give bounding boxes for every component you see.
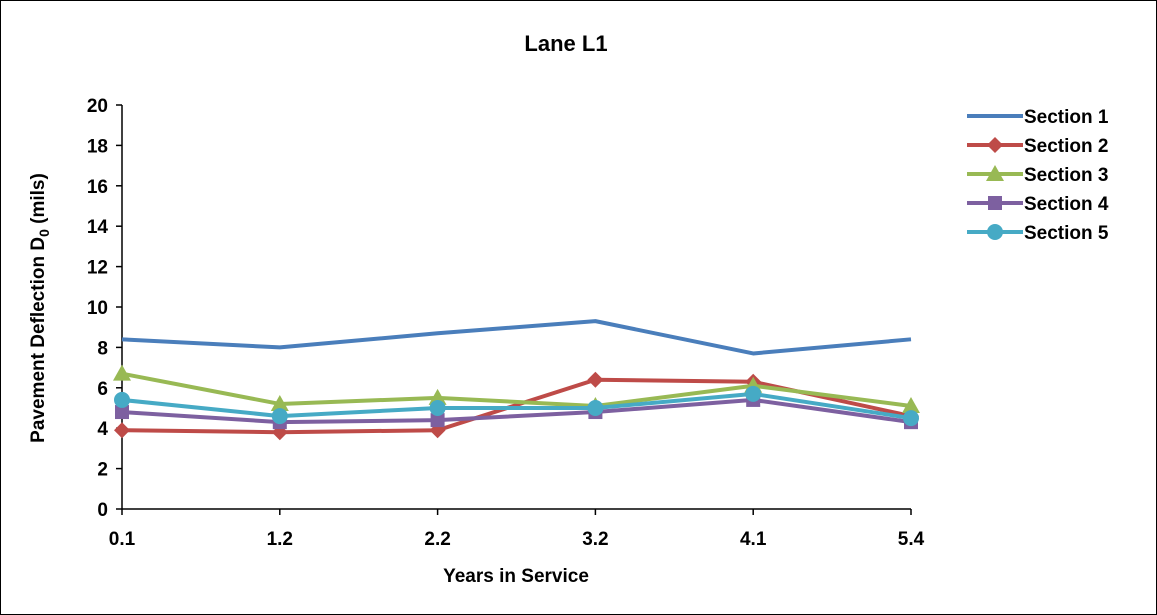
legend-item: Section 3 bbox=[967, 165, 1108, 186]
data-point bbox=[428, 388, 447, 405]
series-1 bbox=[121, 319, 912, 356]
x-tick-label: 2.2 bbox=[424, 529, 450, 550]
y-tick-label: 4 bbox=[97, 419, 108, 440]
x-axis-label: Years in Service bbox=[443, 566, 589, 587]
data-point bbox=[587, 400, 604, 416]
y-tick-label: 6 bbox=[97, 379, 108, 400]
series-layer bbox=[113, 319, 920, 441]
y-tick-label: 14 bbox=[87, 217, 109, 238]
legend-label: Section 3 bbox=[1024, 165, 1108, 186]
data-point bbox=[114, 391, 130, 408]
series-line bbox=[121, 319, 912, 356]
legend-swatch-marker bbox=[987, 224, 1003, 240]
x-tick-label: 5.4 bbox=[898, 529, 925, 550]
x-tick-label: 3.2 bbox=[582, 529, 608, 550]
data-point bbox=[430, 413, 445, 428]
data-point bbox=[902, 396, 920, 413]
y-tick-label: 18 bbox=[87, 136, 108, 157]
x-tick-label: 4.1 bbox=[740, 529, 767, 550]
legend-label: Section 5 bbox=[1024, 223, 1109, 244]
legend-item: Section 2 bbox=[967, 136, 1108, 157]
legend-label: Section 4 bbox=[1024, 194, 1109, 215]
y-tick-label: 20 bbox=[87, 96, 108, 117]
series-5 bbox=[114, 385, 919, 427]
data-point bbox=[270, 394, 289, 411]
y-axis-label-unit: (mils) bbox=[28, 173, 49, 229]
y-tick-label: 0 bbox=[97, 500, 108, 521]
data-point bbox=[113, 364, 131, 381]
data-point bbox=[745, 385, 762, 402]
data-point bbox=[271, 408, 288, 425]
legend-item: Section 5 bbox=[967, 223, 1109, 244]
y-tick-label: 2 bbox=[97, 460, 108, 481]
legend-label: Section 2 bbox=[1024, 136, 1108, 157]
series-line bbox=[121, 371, 912, 408]
y-tick-label: 10 bbox=[87, 298, 108, 319]
axes: 0 2 4 6 8 10 12 14 16 18 20 0.1 1.2 2.2 3.2 4.1 5.4 bbox=[87, 96, 925, 550]
legend-swatch-marker bbox=[987, 137, 1003, 153]
legend-label: Section 1 bbox=[1024, 107, 1109, 128]
legend-swatch-marker bbox=[988, 196, 1002, 210]
y-axis-label-main: Pavement Deflection D bbox=[28, 237, 49, 443]
data-point bbox=[115, 405, 129, 420]
chart-title: Lane L1 bbox=[524, 31, 607, 56]
x-tick-label: 1.2 bbox=[267, 529, 293, 550]
legend-item: Section 4 bbox=[967, 194, 1109, 215]
legend: Section 1 Section 2 Section 3 Section 4 Sect… bbox=[967, 107, 1109, 244]
data-point bbox=[114, 422, 130, 439]
legend-item: Section 1 bbox=[967, 107, 1109, 128]
series-line bbox=[121, 391, 912, 421]
series-line bbox=[121, 397, 912, 425]
y-tick-label: 8 bbox=[97, 338, 108, 359]
data-point bbox=[903, 410, 919, 427]
y-axis-label-subscript: 0 bbox=[36, 229, 52, 237]
y-tick-label: 12 bbox=[87, 258, 108, 279]
data-point bbox=[587, 371, 604, 388]
y-axis-label: Pavement Deflection D0 (mils) bbox=[28, 173, 52, 443]
x-tick-label: 0.1 bbox=[109, 529, 136, 550]
y-tick-label: 16 bbox=[87, 177, 108, 198]
data-point bbox=[429, 400, 446, 416]
legend-swatch-marker bbox=[986, 165, 1004, 181]
